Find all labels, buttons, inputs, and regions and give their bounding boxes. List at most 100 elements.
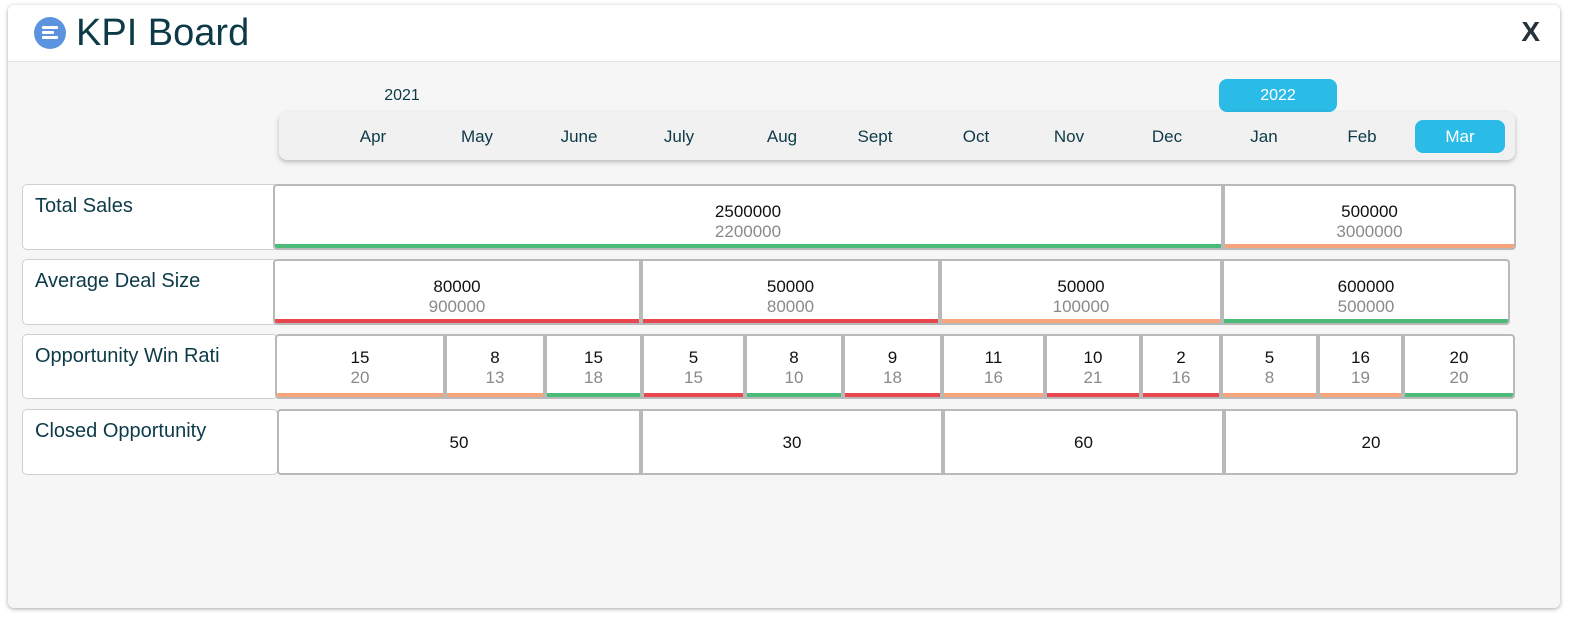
month-tab-may[interactable]: May	[460, 127, 494, 146]
status-bar	[1225, 244, 1514, 248]
kpi-label-closed-opportunity: Closed Opportunity	[22, 409, 278, 475]
target-value: 2200000	[714, 222, 782, 241]
kpi-cell[interactable]: 5 15	[642, 334, 745, 399]
kpi-cell[interactable]: 80000 900000	[273, 259, 641, 325]
month-tab-june[interactable]: June	[560, 127, 598, 146]
kpi-cell[interactable]: 11 16	[942, 334, 1045, 399]
status-bar	[547, 393, 640, 397]
actual-value: 30	[782, 433, 802, 452]
month-selector: Apr May June July Aug Sept Oct Nov Dec Jan Feb Mar	[279, 112, 1515, 160]
target-value: 15	[684, 368, 703, 387]
target-value: 100000	[1052, 297, 1110, 316]
target-value: 13	[485, 368, 505, 387]
target-value: 21	[1083, 368, 1103, 387]
actual-value: 10	[1083, 348, 1103, 367]
target-value: 16	[984, 368, 1003, 387]
status-bar	[1047, 393, 1139, 397]
status-bar	[1143, 393, 1219, 397]
month-tab-apr[interactable]: Apr	[359, 127, 387, 146]
actual-value: 50000	[1057, 277, 1105, 296]
actual-value: 60	[1074, 433, 1093, 452]
actual-value: 20	[1449, 348, 1469, 367]
kpi-cell[interactable]: 20 20	[1403, 334, 1515, 399]
status-bar	[944, 393, 1043, 397]
month-tab-jan[interactable]: Jan	[1250, 127, 1278, 146]
actual-value: 16	[1351, 348, 1370, 367]
target-value: 80000	[766, 297, 815, 316]
kpi-cell[interactable]: 9 18	[843, 334, 942, 399]
kpi-cell[interactable]: 16 19	[1318, 334, 1403, 399]
kpi-label-opportunity-win-rati: Opportunity Win Rati	[22, 334, 278, 399]
status-bar	[643, 319, 938, 323]
actual-value: 9	[887, 348, 898, 367]
kpi-cell[interactable]: 8 10	[745, 334, 843, 399]
target-value: 10	[784, 368, 804, 387]
kpi-label-average-deal-size: Average Deal Size	[22, 259, 278, 325]
month-tab-feb[interactable]: Feb	[1347, 127, 1377, 146]
kpi-cell[interactable]: 2500000 2200000	[273, 184, 1223, 250]
actual-value: 600000	[1337, 277, 1395, 296]
status-bar	[275, 319, 639, 323]
kpi-label-total-sales: Total Sales	[22, 184, 278, 250]
target-value: 8	[1264, 368, 1275, 387]
kpi-cell[interactable]: 600000 500000	[1222, 259, 1510, 325]
modal-header: KPI Board X	[8, 5, 1560, 62]
kpi-cell[interactable]: 60	[943, 409, 1224, 475]
kpi-board-modal: KPI Board X 2021 2022 Apr May June July Aug S…	[8, 5, 1560, 608]
actual-value: 50000	[766, 277, 815, 296]
month-tab-nov[interactable]: Nov	[1053, 127, 1085, 146]
kpi-cell[interactable]: 500000 3000000	[1223, 184, 1516, 250]
target-value: 20	[1449, 368, 1469, 387]
kpi-cell[interactable]: 8 13	[445, 334, 545, 399]
month-tab-july[interactable]: July	[663, 127, 695, 146]
year-label-2022[interactable]: 2022	[1219, 79, 1337, 112]
target-value: 3000000	[1336, 222, 1403, 241]
actual-value: 20	[1361, 433, 1381, 452]
kpi-cell[interactable]: 30	[641, 409, 943, 475]
year-label-2021[interactable]: 2021	[384, 87, 420, 104]
month-tab-mar[interactable]: Mar	[1415, 120, 1505, 153]
actual-value: 50	[449, 433, 469, 452]
status-bar	[1320, 393, 1401, 397]
status-bar	[942, 319, 1220, 323]
actual-value: 15	[350, 348, 370, 367]
month-tab-sept[interactable]: Sept	[857, 127, 893, 146]
target-value: 18	[883, 368, 902, 387]
kpi-cell[interactable]: 50	[277, 409, 641, 475]
target-value: 18	[584, 368, 603, 387]
actual-value: 8	[490, 348, 500, 367]
status-bar	[747, 393, 841, 397]
actual-value: 5	[688, 348, 699, 367]
actual-value: 11	[984, 348, 1003, 367]
month-tab-dec[interactable]: Dec	[1151, 127, 1183, 146]
status-bar	[447, 393, 543, 397]
close-button[interactable]: X	[1521, 16, 1540, 47]
kpi-cell[interactable]: 2 16	[1141, 334, 1221, 399]
kpi-cell[interactable]: 10 21	[1045, 334, 1141, 399]
actual-value: 80000	[433, 277, 481, 296]
actual-value: 8	[789, 348, 799, 367]
actual-value: 5	[1264, 348, 1275, 367]
board-logo-icon	[34, 17, 66, 49]
kpi-cell[interactable]: 15 20	[275, 334, 445, 399]
status-bar	[1224, 319, 1508, 323]
target-value: 16	[1171, 368, 1191, 387]
actual-value: 15	[584, 348, 603, 367]
status-bar	[277, 393, 443, 397]
target-value: 500000	[1337, 297, 1395, 316]
status-bar	[1223, 393, 1316, 397]
status-bar	[644, 393, 743, 397]
target-value: 19	[1351, 368, 1370, 387]
target-value: 20	[350, 368, 370, 387]
page-title: KPI Board	[76, 12, 250, 54]
status-bar	[275, 244, 1221, 248]
actual-value: 2	[1176, 348, 1186, 367]
status-bar	[1405, 393, 1513, 397]
kpi-cell[interactable]: 15 18	[545, 334, 642, 399]
month-tab-aug[interactable]: Aug	[766, 127, 798, 146]
kpi-cell[interactable]: 20	[1224, 409, 1518, 475]
kpi-cell[interactable]: 50000 100000	[940, 259, 1222, 325]
month-tab-oct[interactable]: Oct	[962, 127, 990, 146]
kpi-cell[interactable]: 50000 80000	[641, 259, 940, 325]
